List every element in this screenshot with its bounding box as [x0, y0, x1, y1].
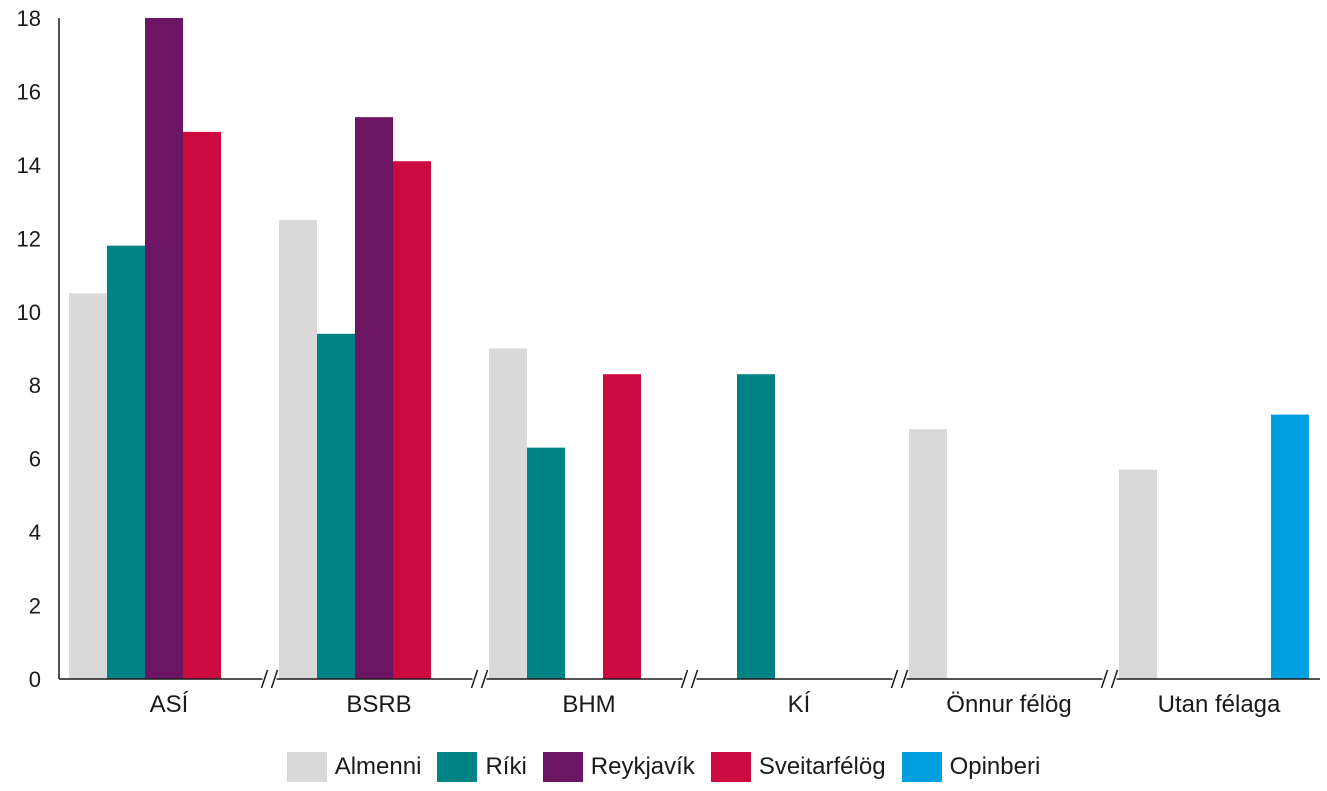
legend-label: Opinberi	[949, 753, 1041, 780]
x-tick-label: KÍ	[788, 691, 811, 718]
y-tick-label: 2	[29, 594, 41, 619]
legend-label: Reykjavík	[590, 753, 695, 780]
legend-item: Opinberi	[901, 752, 1041, 782]
legend-swatch	[437, 752, 478, 782]
bar-opinberi-5	[1271, 414, 1309, 679]
bar-ríki-1	[317, 333, 355, 679]
y-tick-label: 6	[29, 447, 41, 472]
bar-reykjavík-0	[145, 18, 183, 679]
y-tick-label: 18	[17, 6, 41, 31]
y-tick-label: 4	[29, 520, 41, 545]
legend: Almenni Ríki Reykjavík Sveitarfélög Opinberi	[0, 752, 1327, 782]
legend-swatch	[901, 752, 942, 782]
axis-break-mark	[680, 669, 699, 689]
legend-swatch	[542, 752, 583, 782]
legend-item: Ríki	[437, 752, 527, 782]
bar-ríki-0	[107, 245, 145, 679]
x-tick-label: BSRB	[346, 691, 411, 718]
legend-item: Reykjavík	[542, 752, 695, 782]
axes	[58, 18, 1320, 689]
bar-sveitarfélög-2	[603, 374, 641, 679]
axis-break-mark	[890, 669, 909, 689]
bars	[69, 18, 1309, 680]
bar-almenni-0	[69, 293, 107, 679]
x-axis-labels: ASÍ BSRB BHM KÍ Önnur félög Utan félaga	[150, 691, 1281, 718]
axis-break-mark	[260, 669, 279, 689]
y-tick-label: 0	[29, 667, 41, 692]
legend-item: Almenni	[286, 752, 422, 782]
axis-break-mark	[470, 669, 489, 689]
legend-item: Sveitarfélög	[710, 752, 886, 782]
y-axis: 0 2 4 6 8 10 12 14 16 18	[17, 6, 41, 692]
y-tick-label: 12	[17, 226, 41, 251]
legend-label: Sveitarfélög	[758, 753, 886, 780]
x-tick-label: Önnur félög	[946, 691, 1071, 718]
x-tick-label: ASÍ	[150, 691, 189, 718]
y-tick-label: 16	[17, 79, 41, 104]
x-tick-label: Utan félaga	[1158, 691, 1281, 718]
bar-sveitarfélög-0	[183, 131, 221, 680]
legend-swatch	[286, 752, 327, 782]
y-tick-label: 10	[17, 300, 41, 325]
bar-almenni-4	[909, 429, 947, 679]
bar-reykjavík-1	[355, 117, 393, 679]
bar-almenni-1	[279, 219, 317, 679]
x-tick-label: BHM	[562, 691, 615, 718]
axis-break-mark	[1100, 669, 1119, 689]
legend-swatch	[710, 752, 751, 782]
bar-sveitarfélög-1	[393, 161, 431, 679]
legend-label: Almenni	[334, 753, 422, 780]
y-tick-label: 8	[29, 373, 41, 398]
bar-almenni-5	[1119, 469, 1157, 679]
bar-chart: 0 2 4 6 8 10 12 14 16 18 ASÍ BSRB BHM KÍ Önnur félög U…	[17, 6, 1320, 718]
y-tick-label: 14	[17, 153, 41, 178]
legend-label: Ríki	[485, 753, 527, 780]
bar-ríki-3	[737, 374, 775, 679]
bar-ríki-2	[527, 447, 565, 679]
bar-almenni-2	[489, 348, 527, 679]
